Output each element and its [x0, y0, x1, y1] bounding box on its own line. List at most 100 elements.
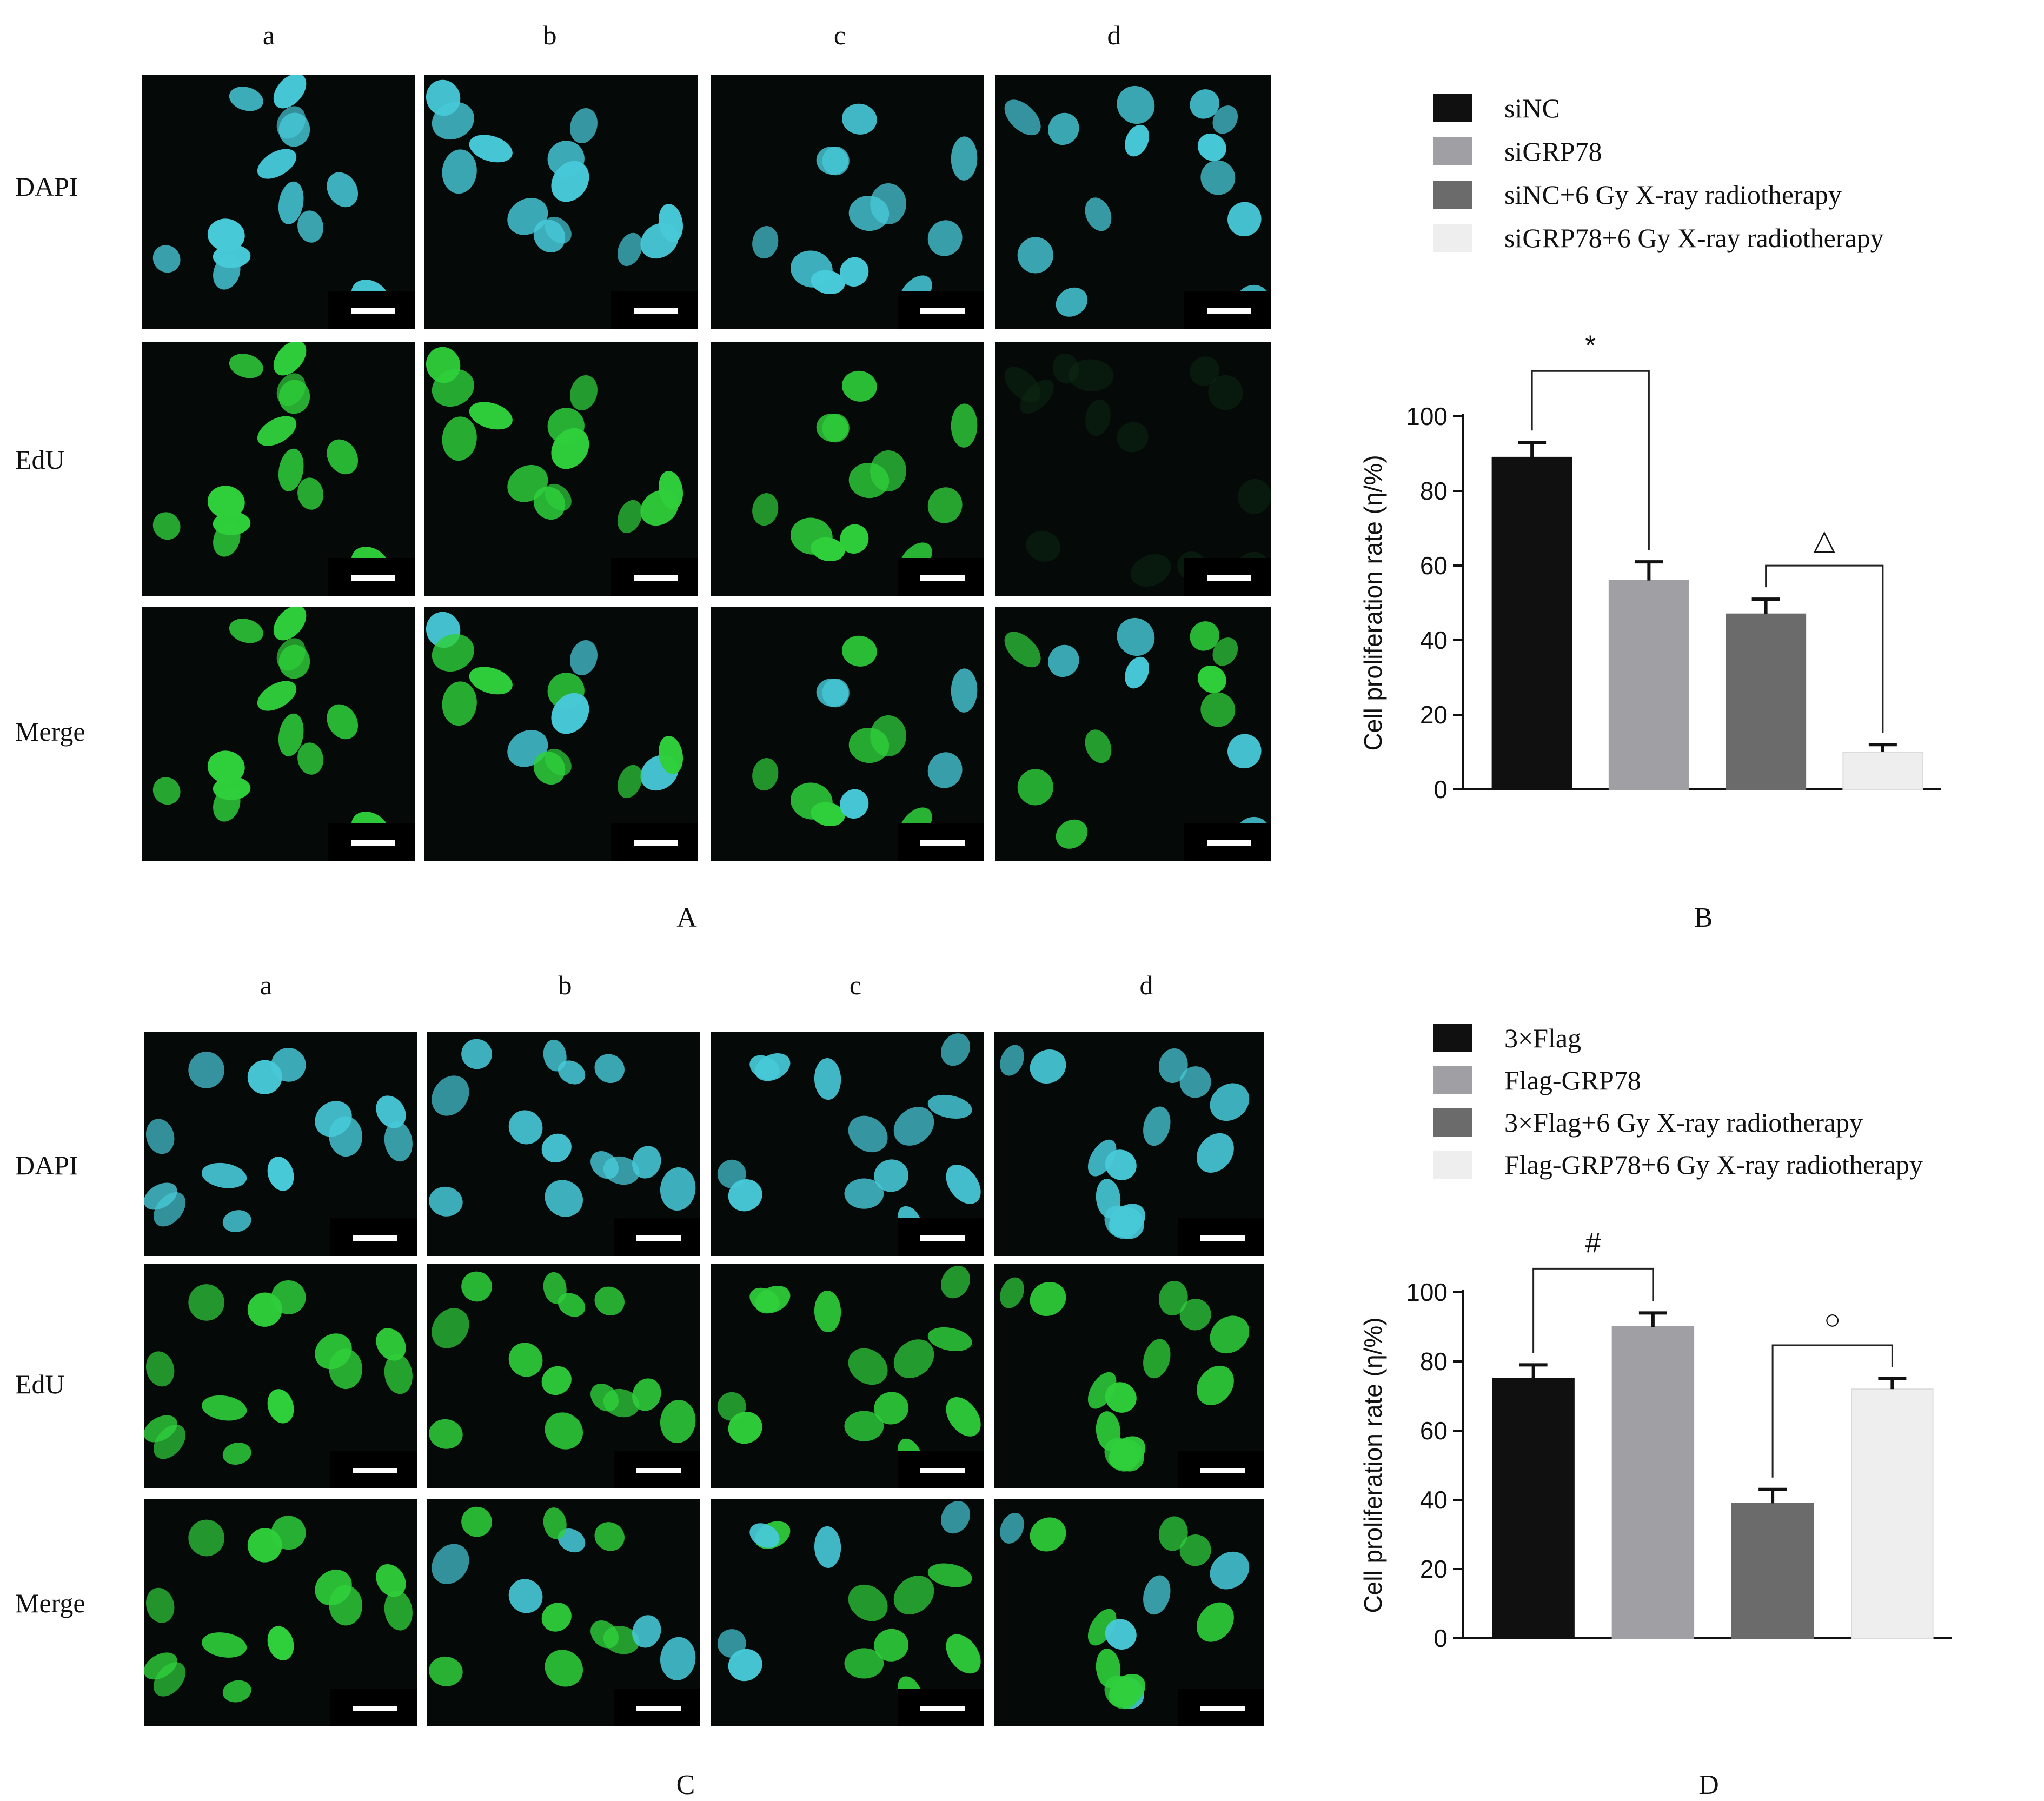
nucleus: [570, 375, 598, 411]
nucleus: [814, 1058, 841, 1100]
legend-swatch: [1433, 1108, 1472, 1137]
nucleus: [790, 517, 833, 555]
legend-label: Flag-GRP78+6 Gy X-ray radiotherapy: [1504, 1149, 1923, 1180]
nucleus: [384, 1121, 413, 1162]
nucleus: [749, 1055, 780, 1080]
nucleus: [533, 486, 566, 520]
nucleus: [1030, 1517, 1066, 1552]
nucleus: [590, 1620, 619, 1649]
nucleus: [632, 1146, 661, 1179]
nucleus: [790, 250, 833, 288]
nucleus: [551, 428, 589, 469]
micrograph-edu-a: [144, 1264, 417, 1488]
nucleus: [461, 1271, 492, 1302]
significance-bracket: [1771, 1344, 1893, 1478]
legend-label: siNC+6 Gy X-ray radiotherapy: [1504, 180, 1842, 210]
nuclei-image: [429, 1039, 696, 1217]
nucleus: [1190, 89, 1219, 119]
micrograph-merge-b: [427, 1499, 700, 1726]
nucleus: [543, 1507, 567, 1539]
panel-c-col-label-b: b: [558, 970, 572, 1000]
nucleus: [1104, 1438, 1138, 1472]
nucleus: [442, 416, 477, 461]
nucleus: [1212, 105, 1238, 134]
nucleus: [257, 149, 297, 179]
nucleus: [1196, 1133, 1234, 1173]
nucleus: [941, 1033, 971, 1066]
nucleus: [543, 1039, 567, 1072]
significance-marker: △: [1814, 524, 1835, 556]
significance-marker: ○: [1824, 1304, 1841, 1335]
nucleus: [508, 1110, 543, 1145]
y-tick-label: 20: [1420, 1555, 1448, 1583]
bar-1: [1491, 456, 1572, 790]
nucleus: [1056, 819, 1088, 849]
y-tick-label: 60: [1420, 551, 1448, 580]
nucleus: [874, 1629, 909, 1662]
nuclei-image: [717, 1033, 981, 1239]
scale-bar: [920, 840, 965, 846]
nucleus: [1004, 367, 1041, 403]
nucleus: [145, 1119, 175, 1154]
micrograph-dapi-d: [995, 75, 1271, 329]
y-axis-label: Cell proliferation rate (η/%): [1359, 1317, 1387, 1613]
legend-item: 3×Flag+6 Gy X-ray radiotherapy: [1433, 1106, 1863, 1139]
nucleus: [469, 135, 513, 163]
nucleus: [558, 1293, 586, 1317]
nucleus: [848, 1115, 888, 1153]
nucleus: [617, 500, 642, 534]
nucleus: [1197, 665, 1226, 693]
nucleus: [278, 713, 304, 756]
micrograph-edu-a: [142, 342, 415, 596]
nucleus: [842, 103, 877, 135]
significance-bracket: [1531, 370, 1650, 550]
scale-bar: [1200, 1468, 1245, 1473]
y-tick-label: 80: [1420, 1347, 1448, 1375]
scale-bar: [353, 1468, 397, 1473]
nucleus: [1085, 399, 1111, 436]
nucleus: [840, 524, 869, 554]
micrograph-dapi-c: [711, 75, 984, 329]
nucleus: [790, 782, 833, 820]
y-tick-label: 60: [1420, 1417, 1448, 1445]
nucleus: [848, 195, 890, 231]
micrograph-merge-c: [711, 607, 984, 861]
nucleus: [946, 1634, 981, 1674]
nucleus: [213, 255, 241, 290]
nucleus: [376, 1095, 406, 1128]
nucleus: [1026, 530, 1061, 562]
nucleus: [617, 232, 642, 267]
legend-swatch: [1433, 1151, 1472, 1179]
nucleus: [327, 704, 359, 740]
nucleus: [207, 486, 245, 519]
panel-c-row-label-edu: EdU: [15, 1369, 65, 1399]
nucleus: [752, 493, 779, 526]
legend-item: 3×Flag: [1433, 1022, 1581, 1054]
micrograph-edu-c: [711, 342, 984, 596]
nucleus: [848, 727, 890, 763]
micrograph-merge-b: [424, 607, 698, 861]
nucleus: [267, 1389, 294, 1424]
nucleus: [1196, 1602, 1234, 1642]
nucleus: [432, 369, 474, 407]
nucleus: [276, 106, 306, 139]
nucleus: [469, 402, 513, 430]
nucleus: [1000, 1512, 1024, 1544]
scale-bar: [1207, 840, 1251, 846]
nucleus: [816, 413, 848, 442]
nucleus: [1017, 237, 1053, 274]
nucleus: [273, 607, 307, 641]
nucleus: [558, 1528, 586, 1553]
scale-bar: [920, 1468, 965, 1473]
nucleus: [570, 108, 598, 144]
nucleus: [461, 1506, 492, 1537]
micrograph-merge-a: [142, 607, 415, 861]
nucleus: [145, 1587, 175, 1623]
y-tick-label: 0: [1434, 775, 1448, 803]
bar-1: [1492, 1378, 1575, 1639]
nucleus: [1056, 287, 1088, 317]
nucleus: [276, 638, 306, 671]
nucleus: [717, 1159, 746, 1188]
scale-bar: [351, 575, 395, 581]
nucleus: [1179, 1299, 1211, 1331]
